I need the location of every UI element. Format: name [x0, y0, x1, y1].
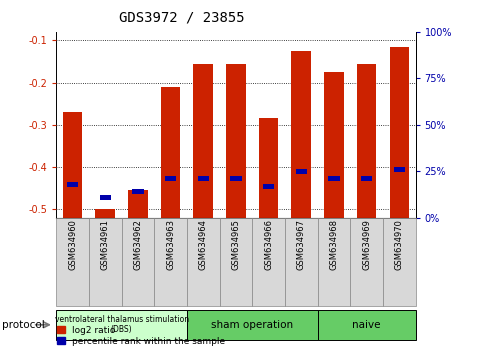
- Text: ventrolateral thalamus stimulation
(DBS): ventrolateral thalamus stimulation (DBS): [54, 315, 188, 335]
- Text: GSM634961: GSM634961: [101, 219, 109, 270]
- Text: GSM634960: GSM634960: [68, 219, 77, 270]
- Bar: [360, 176, 371, 181]
- Text: protocol: protocol: [2, 320, 45, 330]
- Text: naive: naive: [352, 320, 380, 330]
- Bar: [389, 47, 408, 218]
- Bar: [95, 209, 115, 218]
- Bar: [67, 182, 78, 187]
- Bar: [128, 190, 147, 218]
- Text: GSM634965: GSM634965: [231, 219, 240, 270]
- Bar: [295, 169, 306, 174]
- Bar: [324, 72, 343, 218]
- Bar: [356, 63, 376, 218]
- Bar: [161, 87, 180, 218]
- Text: GSM634964: GSM634964: [198, 219, 207, 270]
- Bar: [230, 176, 241, 181]
- Bar: [62, 112, 82, 218]
- Bar: [258, 119, 278, 218]
- Text: GSM634970: GSM634970: [394, 219, 403, 270]
- Text: GSM634966: GSM634966: [264, 219, 273, 270]
- Bar: [393, 167, 404, 172]
- Text: GSM634963: GSM634963: [166, 219, 175, 270]
- Bar: [164, 176, 176, 181]
- Text: GSM634967: GSM634967: [296, 219, 305, 270]
- Bar: [225, 63, 245, 218]
- Text: GSM634962: GSM634962: [133, 219, 142, 270]
- Bar: [193, 63, 213, 218]
- Text: GSM634968: GSM634968: [329, 219, 338, 270]
- Bar: [291, 51, 310, 218]
- Bar: [263, 184, 274, 189]
- Bar: [197, 176, 208, 181]
- Bar: [100, 195, 111, 200]
- Legend: log2 ratio, percentile rank within the sample: log2 ratio, percentile rank within the s…: [53, 322, 229, 349]
- Text: GDS3972 / 23855: GDS3972 / 23855: [119, 11, 244, 25]
- Text: sham operation: sham operation: [211, 320, 293, 330]
- Bar: [132, 189, 143, 194]
- Bar: [327, 176, 339, 181]
- Text: GSM634969: GSM634969: [362, 219, 370, 270]
